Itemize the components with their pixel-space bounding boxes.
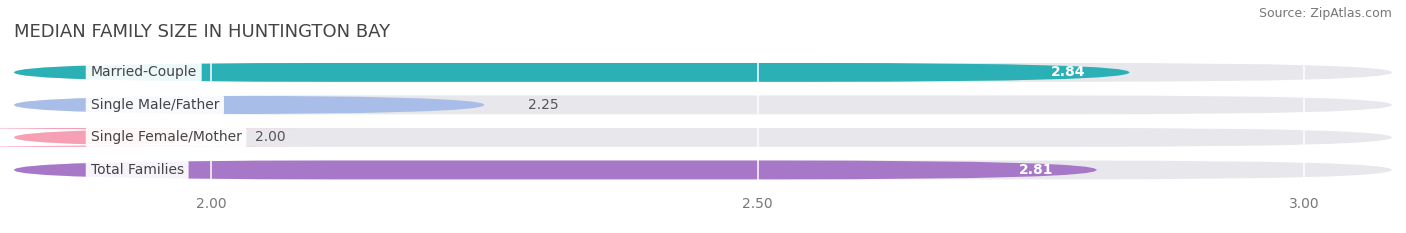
Text: 2.00: 2.00 xyxy=(254,130,285,144)
FancyBboxPatch shape xyxy=(14,161,1097,179)
Text: Single Male/Father: Single Male/Father xyxy=(90,98,219,112)
FancyBboxPatch shape xyxy=(14,161,1392,179)
FancyBboxPatch shape xyxy=(14,96,1392,114)
FancyBboxPatch shape xyxy=(0,128,332,147)
Text: 2.25: 2.25 xyxy=(529,98,558,112)
Text: Married-Couple: Married-Couple xyxy=(90,65,197,79)
FancyBboxPatch shape xyxy=(14,63,1392,82)
Text: Single Female/Mother: Single Female/Mother xyxy=(90,130,242,144)
FancyBboxPatch shape xyxy=(14,63,1129,82)
Text: Total Families: Total Families xyxy=(90,163,184,177)
Text: 2.81: 2.81 xyxy=(1018,163,1053,177)
FancyBboxPatch shape xyxy=(14,96,484,114)
Text: MEDIAN FAMILY SIZE IN HUNTINGTON BAY: MEDIAN FAMILY SIZE IN HUNTINGTON BAY xyxy=(14,23,391,41)
FancyBboxPatch shape xyxy=(14,128,1392,147)
Text: 2.84: 2.84 xyxy=(1052,65,1085,79)
Text: Source: ZipAtlas.com: Source: ZipAtlas.com xyxy=(1258,7,1392,20)
